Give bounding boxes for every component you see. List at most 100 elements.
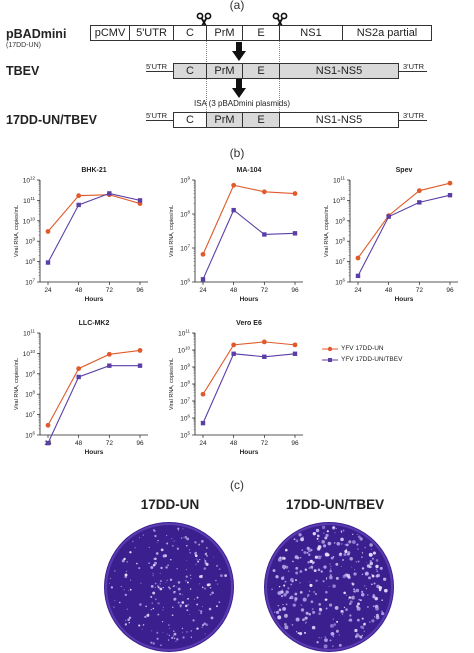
utr5-line <box>146 120 174 121</box>
plaque <box>300 604 303 606</box>
data-point <box>45 260 51 265</box>
plaque <box>185 575 188 578</box>
plaque <box>318 612 321 615</box>
segment-e: E <box>242 63 280 79</box>
x-tick-label: 72 <box>106 440 114 447</box>
plaque <box>285 590 289 594</box>
legend-marker-purple <box>322 357 338 362</box>
x-tick-label: 72 <box>106 287 114 294</box>
data-point <box>292 231 298 236</box>
plaque <box>355 588 360 593</box>
plaque <box>308 553 311 556</box>
plaque <box>325 577 328 579</box>
plaque <box>332 584 336 588</box>
x-tick-label: 72 <box>261 440 269 447</box>
plaque <box>307 594 310 597</box>
plaque <box>383 577 387 581</box>
plaque <box>203 587 206 590</box>
plaque <box>215 579 217 582</box>
plaque <box>181 627 184 630</box>
scissors-icon <box>272 12 288 27</box>
y-tick-label: 1010 <box>333 196 346 205</box>
plaque <box>172 606 174 609</box>
plaque <box>289 595 294 600</box>
plaque <box>139 603 142 606</box>
plaque <box>379 566 383 570</box>
plaque <box>189 551 192 554</box>
plaque <box>329 573 332 577</box>
legend-label: YFV 17DD-UN/TBEV <box>341 356 403 363</box>
segment-e: E <box>242 25 280 41</box>
plaque <box>195 558 197 560</box>
plaque <box>281 564 286 569</box>
data-point <box>231 351 236 356</box>
x-tick-label: 24 <box>354 287 362 294</box>
plaque <box>357 560 360 563</box>
segment-ns1-ns5: NS1-NS5 <box>279 112 399 128</box>
plaque <box>206 552 208 554</box>
plaque <box>165 582 167 584</box>
plaque <box>361 573 364 576</box>
utr3-line <box>399 120 427 121</box>
plaque <box>224 574 227 577</box>
y-axis-label: Viral RNA, copies/mL <box>169 205 175 257</box>
utr3-label: 3'UTR <box>403 111 425 120</box>
plaque <box>322 580 325 583</box>
plaque <box>177 527 180 530</box>
plaque <box>336 541 341 546</box>
plaque <box>360 599 362 602</box>
utr5-label: 5'UTR <box>146 62 168 71</box>
x-axis-label: Hours <box>240 296 259 303</box>
data-point <box>76 366 82 371</box>
plaque <box>152 573 154 575</box>
plaque <box>335 528 337 530</box>
plaque <box>335 629 339 633</box>
plaque <box>321 525 326 530</box>
plaque <box>353 588 356 591</box>
plaque <box>199 610 203 613</box>
plaque <box>311 608 314 611</box>
data-point <box>292 351 298 356</box>
plaque <box>356 606 361 611</box>
plaque <box>171 636 174 639</box>
utr3-line <box>399 71 427 72</box>
plaque <box>283 613 288 618</box>
plaque <box>124 623 128 626</box>
plaque <box>165 566 168 569</box>
y-axis-label: Viral RNA, copies/mL <box>169 358 175 410</box>
plaque <box>311 568 313 570</box>
series-line <box>202 209 296 280</box>
chart-title: Vero E6 <box>236 320 262 327</box>
data-point <box>137 198 143 203</box>
plaque <box>174 591 176 593</box>
plaque <box>329 603 333 607</box>
plaque <box>288 570 290 572</box>
plaque <box>317 547 321 551</box>
plaque <box>329 569 332 573</box>
plaque <box>196 603 199 606</box>
plaque <box>277 604 280 607</box>
plaque <box>369 543 373 547</box>
plaque <box>213 556 215 558</box>
plaque <box>280 595 284 598</box>
plaque <box>317 568 321 572</box>
plaque <box>332 526 335 529</box>
plaque <box>356 633 359 636</box>
plaque <box>110 586 114 589</box>
data-point <box>231 182 237 188</box>
data-point <box>447 192 453 198</box>
plaque <box>162 606 164 608</box>
y-axis-label: Viral RNA, copies/mL <box>14 205 20 257</box>
plaque <box>310 565 314 569</box>
data-point <box>231 342 237 348</box>
plaque <box>375 564 379 569</box>
plaque <box>375 613 379 617</box>
plaque <box>171 538 173 540</box>
plaque-dish-right <box>264 522 394 652</box>
y-tick-label: 109 <box>335 216 345 225</box>
data-point <box>107 191 112 196</box>
plaque <box>312 561 315 564</box>
plaque <box>176 547 180 550</box>
plaque <box>363 622 366 626</box>
plaque <box>176 638 179 641</box>
